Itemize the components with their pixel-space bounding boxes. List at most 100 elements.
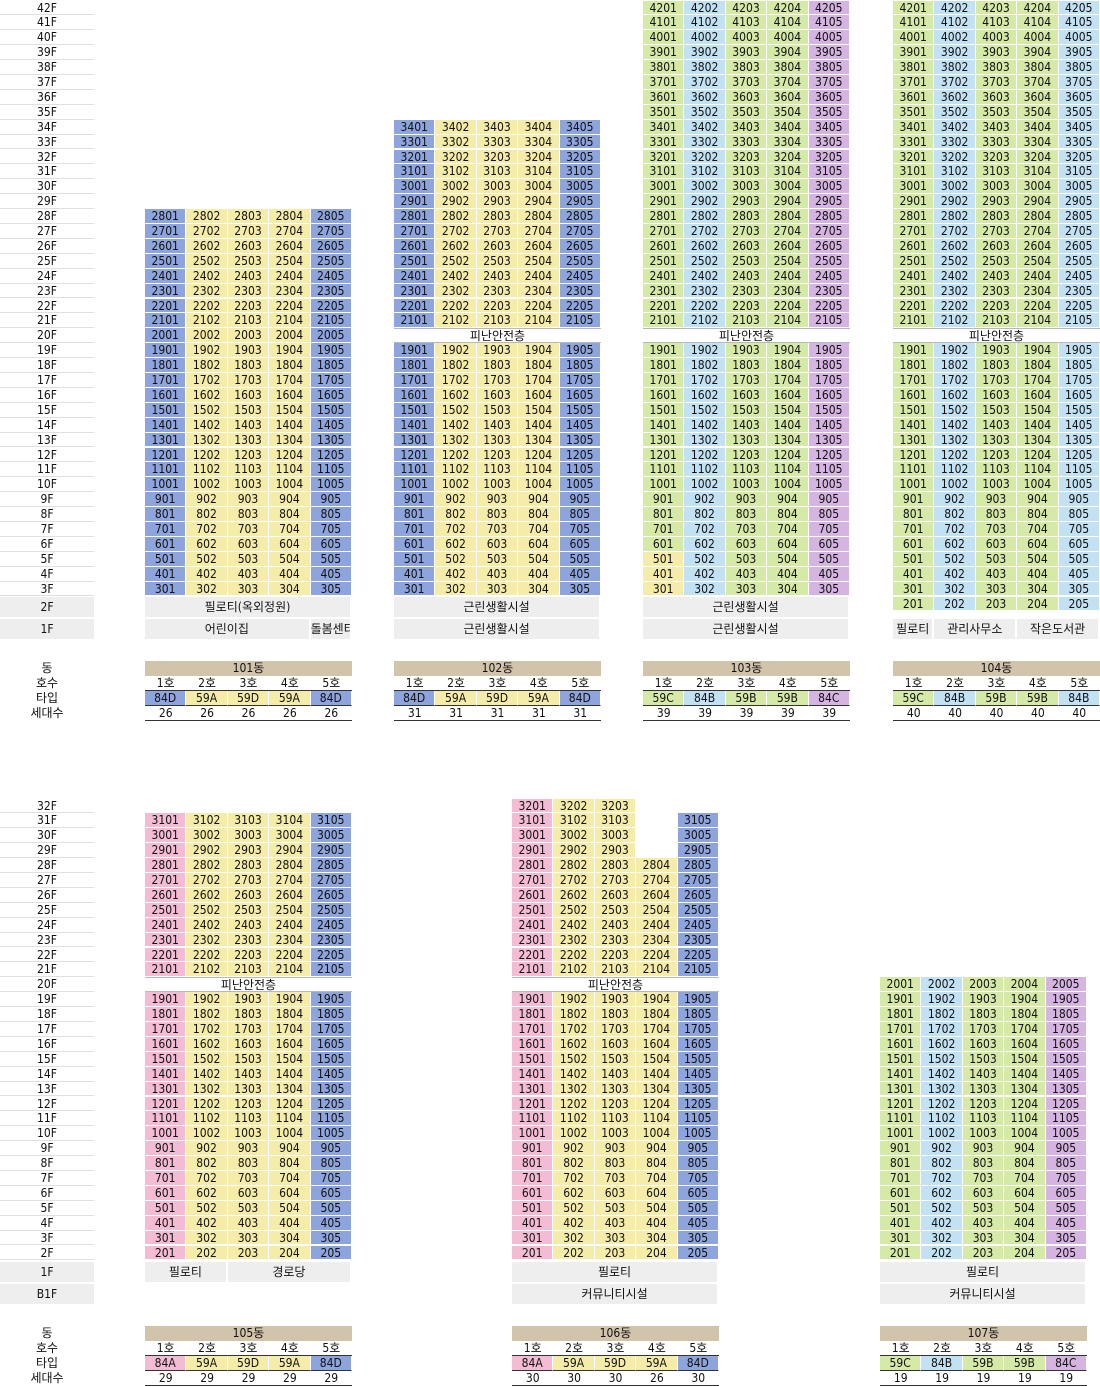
unit-cell: 3501 (643, 104, 685, 120)
floor-label: 20F (0, 977, 94, 993)
unit-cell: 303 (962, 1230, 1005, 1246)
unit-cell: 1705 (808, 373, 850, 388)
unit-cell: 1802 (934, 358, 976, 373)
unit-cell: 2601 (145, 887, 187, 903)
unit-cell: 503 (594, 1200, 637, 1216)
unit-cell: 1003 (227, 1126, 270, 1142)
table-row-label: 호수 (35, 1340, 59, 1355)
unit-cell: 204 (1004, 1245, 1046, 1261)
building-name: 103동 (643, 661, 850, 676)
unit-cell: 2203 (227, 947, 270, 963)
unit-cell: 2204 (767, 298, 809, 314)
unit-cell: 1605 (1058, 387, 1100, 403)
unit-cell: 2801 (145, 858, 187, 873)
unit-cell: 201 (145, 1245, 187, 1261)
unit-cell: 2502 (186, 902, 228, 918)
unit-cell: 604 (1017, 536, 1059, 552)
floor-b1-use: 커뮤니티시설 (512, 1284, 717, 1304)
unit-cell: 1202 (186, 1096, 228, 1112)
unit-cell: 2604 (269, 887, 311, 903)
unit-cell: 3004 (767, 179, 809, 195)
unit-cell: 2105 (808, 313, 850, 329)
unit-cell: 2503 (594, 902, 637, 918)
unit-cell: 3905 (1058, 45, 1100, 61)
unit-cell: 304 (269, 1230, 311, 1246)
unit-cell: 2703 (725, 224, 768, 239)
floor-label: 23F (0, 933, 94, 948)
unit-cell: 804 (636, 1156, 678, 1171)
unit-cell: 2305 (310, 283, 352, 299)
unit-cell: 403 (725, 566, 768, 582)
unit-cell: 605 (1045, 1185, 1087, 1201)
unit-cell: 1804 (269, 358, 311, 373)
unit-cell: 805 (808, 507, 850, 522)
unit-cell: 1505 (310, 402, 352, 418)
unit-cell: 2504 (269, 253, 311, 269)
unit-cell: 2002 (186, 328, 228, 344)
unit-number: 5호 (310, 1341, 352, 1356)
unit-cell: 3604 (1017, 89, 1059, 105)
unit-cell: 1602 (186, 1036, 228, 1052)
unit-cell: 2705 (808, 224, 850, 239)
unit-type: 59A (518, 690, 560, 706)
unit-cell: 2402 (435, 268, 477, 284)
unit-number: 1호 (893, 676, 935, 691)
unit-type: 59D (227, 690, 270, 706)
unit-cell: 704 (269, 522, 311, 537)
unit-cell: 2304 (269, 932, 311, 948)
unit-cell: 1204 (767, 447, 809, 463)
unit-cell: 2704 (269, 873, 311, 888)
unit-cell: 1204 (269, 1096, 311, 1112)
unit-cell: 2803 (227, 858, 270, 873)
unit-cell: 2303 (975, 283, 1018, 299)
unit-cell: 3301 (394, 134, 436, 150)
unit-cell: 2705 (310, 873, 352, 888)
unit-cell: 1601 (643, 387, 685, 403)
unit-cell: 2404 (1017, 268, 1059, 284)
unit-cell: 1303 (227, 1081, 270, 1097)
unit-cell: 504 (636, 1200, 678, 1216)
unit-cell: 603 (227, 536, 270, 552)
unit-cell: 1904 (1017, 343, 1059, 359)
unit-cell: 1004 (636, 1126, 678, 1142)
unit-cell: 2905 (310, 843, 352, 859)
unit-cell: 1302 (435, 432, 477, 448)
unit-cell: 1203 (476, 447, 519, 463)
unit-cell: 704 (1004, 1171, 1046, 1186)
unit-cell: 4001 (643, 30, 685, 46)
unit-cell: 1105 (808, 462, 850, 478)
unit-cell: 1001 (512, 1126, 554, 1142)
unit-cell: 4205 (1058, 0, 1100, 16)
unit-cell: 2105 (559, 313, 601, 329)
unit-cell: 2904 (1017, 194, 1059, 210)
unit-cell: 1205 (559, 447, 601, 463)
unit-cell: 1303 (975, 432, 1018, 448)
unit-type: 59A (435, 690, 477, 706)
unit-cell: 1005 (677, 1126, 719, 1142)
unit-cell: 803 (975, 507, 1018, 522)
unit-cell: 2102 (186, 962, 228, 978)
unit-cell: 301 (145, 1230, 187, 1246)
unit-cell: 2704 (1017, 224, 1059, 239)
unit-cell: 3904 (1017, 45, 1059, 61)
unit-cell: 2703 (594, 873, 637, 888)
unit-cell: 1203 (227, 447, 270, 463)
unit-cell: 3504 (1017, 104, 1059, 120)
unit-cell: 2603 (476, 238, 519, 254)
unit-cell: 4002 (934, 30, 976, 46)
unit-cell: 3505 (808, 104, 850, 120)
unit-cell: 1302 (186, 1081, 228, 1097)
unit-cell: 3304 (518, 134, 560, 150)
unit-cell: 1601 (145, 1036, 187, 1052)
unit-cell: 2304 (1017, 283, 1059, 299)
unit-cell: 1903 (725, 343, 768, 359)
unit-cell: 702 (934, 522, 976, 537)
unit-cell: 2703 (227, 224, 270, 239)
unit-cell: 802 (934, 507, 976, 522)
unit-cell: 3405 (559, 119, 601, 135)
unit-cell: 904 (767, 492, 809, 508)
unit-type: 59A (269, 1355, 311, 1371)
unit-cell: 3401 (394, 119, 436, 135)
unit-cell: 2501 (512, 902, 554, 918)
unit-cell: 804 (1017, 507, 1059, 522)
